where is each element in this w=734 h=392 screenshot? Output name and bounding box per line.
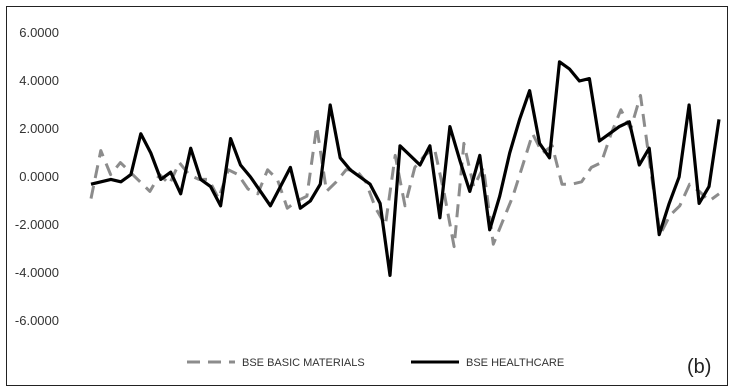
y-tick-label: -6.0000: [15, 313, 59, 328]
series-line-bse-healthcare: [90, 60, 721, 277]
y-tick-label: 0.0000: [19, 169, 59, 184]
y-tick-label: -2.0000: [15, 217, 59, 232]
y-tick-label: 6.0000: [19, 25, 59, 40]
panel-label: (b): [687, 356, 711, 378]
y-tick-label: -4.0000: [15, 265, 59, 280]
legend-label-basic-materials: BSE BASIC MATERIALS: [242, 357, 365, 369]
series-layer: [89, 60, 721, 277]
line-chart: 6.0000 4.0000 2.0000 0.0000 -2.0000 -4.0…: [15, 25, 721, 378]
legend: BSE BASIC MATERIALS BSE HEALTHCARE: [187, 357, 564, 369]
y-tick-label: 2.0000: [19, 121, 59, 136]
series-line-bse-basic-materials: [89, 93, 720, 249]
y-tick-label: 4.0000: [19, 73, 59, 88]
legend-label-healthcare: BSE HEALTHCARE: [466, 357, 564, 369]
y-axis: 6.0000 4.0000 2.0000 0.0000 -2.0000 -4.0…: [15, 25, 59, 328]
chart-frame: 6.0000 4.0000 2.0000 0.0000 -2.0000 -4.0…: [6, 6, 728, 386]
